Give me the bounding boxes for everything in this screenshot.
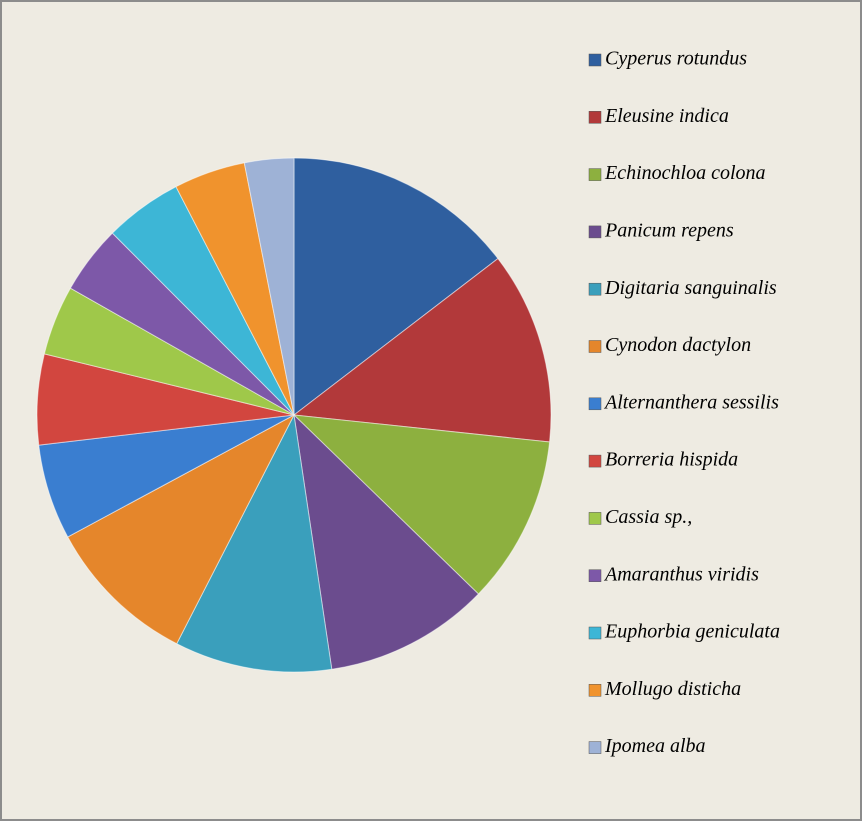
legend-label: Ipomea alba (604, 735, 706, 757)
pie-slice (293, 157, 499, 417)
legend-label: Mollugo disticha (604, 678, 741, 700)
legend-swatch (588, 111, 602, 124)
pie-slice (67, 413, 296, 645)
legend-label: Alternanthera sessilis (603, 391, 779, 413)
legend: Cyperus rotundus Eleusine indica Echinochl… (588, 48, 780, 757)
pie-slice (293, 413, 480, 670)
legend-label: Borreria hispida (605, 449, 738, 471)
legend-swatch (588, 53, 602, 67)
legend-swatch (588, 168, 602, 181)
pie-slice (292, 257, 552, 443)
legend-label: Euphorbia geniculata (604, 621, 780, 643)
legend-swatch (588, 684, 602, 697)
legend-label: Eleusine indica (604, 105, 729, 127)
pie (36, 157, 552, 673)
legend-swatch (588, 454, 602, 468)
legend-label: Panicum repens (604, 219, 734, 241)
legend-swatch (588, 340, 602, 353)
legend-swatch (588, 397, 602, 411)
legend-label: Cynodon dactylon (605, 334, 751, 356)
legend-label: Digitaria sanguinalis (604, 277, 777, 299)
legend-label: Amaranthus viridis (603, 563, 759, 585)
legend-swatch (588, 569, 602, 582)
pie-slice (292, 414, 551, 595)
legend-swatch (588, 512, 602, 525)
legend-label: Echinochloa colona (604, 162, 766, 184)
legend-label: Cyperus rotundus (605, 48, 747, 70)
legend-swatch (588, 626, 602, 640)
legend-label: Cassia sp., (605, 506, 692, 528)
legend-swatch (588, 741, 602, 754)
legend-swatch (588, 282, 602, 296)
pie-slice (243, 157, 295, 416)
pie-slice (176, 413, 333, 673)
legend-swatch (588, 225, 602, 239)
